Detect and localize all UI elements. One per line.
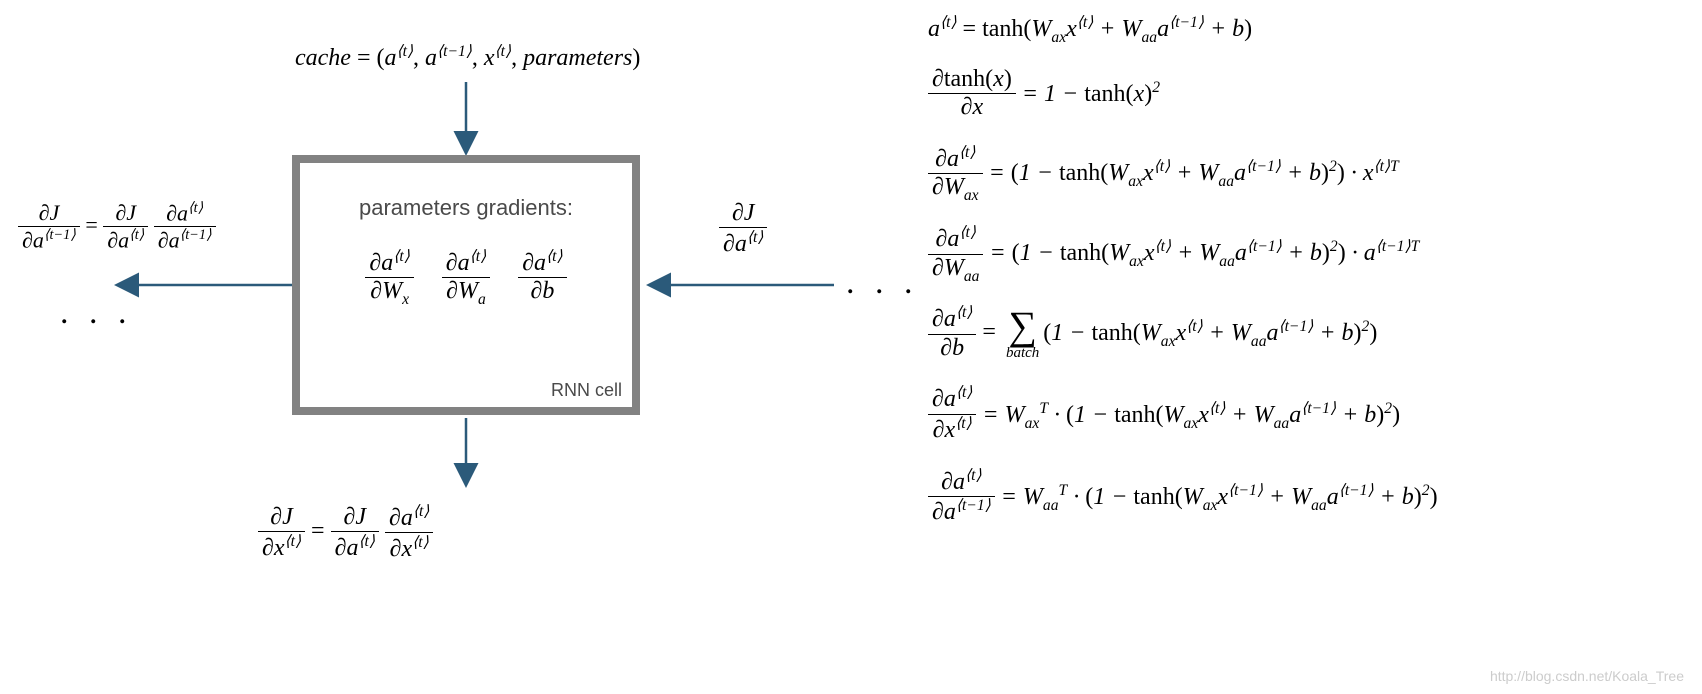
left-output-label: ∂J ∂a⟨t−1⟩ = ∂J ∂a⟨t⟩ ∂a⟨t⟩ ∂a⟨t−1⟩ <box>18 200 216 254</box>
arrow-bottom <box>456 418 476 493</box>
box-gradients: ∂a⟨t⟩ ∂Wx ∂a⟨t⟩ ∂Wa ∂a⟨t⟩ ∂b <box>300 247 632 305</box>
eq-3: ∂a⟨t⟩ ∂Wax = (1 − tanh(Waxx⟨t⟩ + Waaa⟨t−… <box>928 144 1688 202</box>
arrow-right <box>644 275 834 300</box>
right-input-label: ∂J ∂a⟨t⟩ <box>719 200 767 258</box>
rnn-cell-box: parameters gradients: ∂a⟨t⟩ ∂Wx ∂a⟨t⟩ ∂W… <box>292 155 640 415</box>
dots-right: . . . <box>846 264 919 302</box>
grad-wa: ∂a⟨t⟩ ∂Wa <box>442 247 490 305</box>
eq-6: ∂a⟨t⟩ ∂x⟨t⟩ = WaxT · (1 − tanh(Waxx⟨t⟩ +… <box>928 384 1688 444</box>
grad-b: ∂a⟨t⟩ ∂b <box>518 247 566 305</box>
sum-icon: ∑ batch <box>1006 306 1039 361</box>
bottom-output-label: ∂J ∂x⟨t⟩ = ∂J ∂a⟨t⟩ ∂a⟨t⟩ ∂x⟨t⟩ <box>258 502 433 563</box>
eq-4: ∂a⟨t⟩ ∂Waa = (1 − tanh(Waxx⟨t⟩ + Waaa⟨t−… <box>928 224 1688 282</box>
watermark: http://blog.csdn.net/Koala_Tree <box>1490 668 1684 684</box>
grad-wx: ∂a⟨t⟩ ∂Wx <box>365 247 413 305</box>
box-header: parameters gradients: <box>300 195 632 221</box>
eq-1: a⟨t⟩ = tanh(Waxx⟨t⟩ + Waaa⟨t−1⟩ + b) <box>928 14 1688 44</box>
cache-label: cache = (a⟨t⟩, a⟨t−1⟩, x⟨t⟩, parameters) <box>295 42 640 72</box>
arrow-left <box>112 275 292 300</box>
box-cell-label: RNN cell <box>551 380 622 401</box>
eq-5: ∂a⟨t⟩ ∂b = ∑ batch (1 − tanh(Waxx⟨t⟩ + W… <box>928 304 1688 362</box>
eq-7: ∂a⟨t⟩ ∂a⟨t−1⟩ = WaaT · (1 − tanh(Waxx⟨t−… <box>928 467 1688 527</box>
rnn-backward-diagram: cache = (a⟨t⟩, a⟨t−1⟩, x⟨t⟩, parameters)… <box>0 0 900 694</box>
equation-list: a⟨t⟩ = tanh(Waxx⟨t⟩ + Waaa⟨t−1⟩ + b) ∂ta… <box>928 14 1688 549</box>
eq-2: ∂tanh(x) ∂x = 1 − tanh(x)2 <box>928 66 1688 122</box>
dots-left: . . . <box>60 294 133 332</box>
arrow-top <box>456 82 476 161</box>
